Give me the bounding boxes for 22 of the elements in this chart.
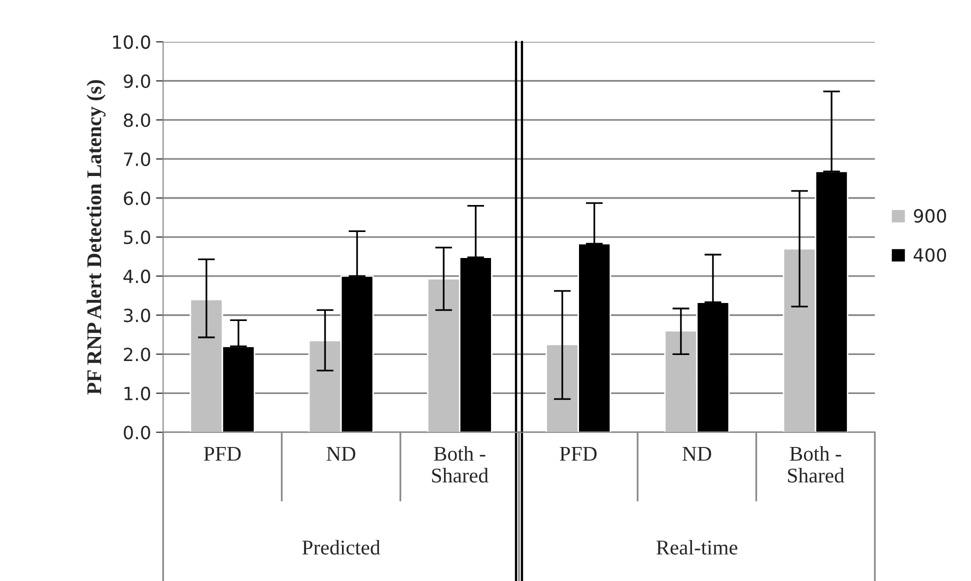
text: Predicted — [302, 540, 380, 555]
y-tick-label: 5.0 — [124, 230, 150, 244]
x-tick-label: PFD — [560, 446, 597, 461]
y-tick-label: 8.0 — [124, 113, 150, 128]
y-tick-label: 10.0 — [113, 35, 150, 49]
y-tick-label: 9.0 — [124, 74, 150, 88]
y-axis-title: PF RNP Alert Detection Latency (s) — [86, 80, 106, 395]
text: Real-time — [656, 540, 738, 555]
x-tick-label: Both - Shared — [788, 446, 844, 483]
y-tick-label: 4.0 — [123, 270, 150, 284]
x-tick-label: Both - Shared — [432, 446, 488, 483]
x-tick-label: ND — [682, 446, 712, 461]
y-tick-label: 7.0 — [124, 152, 150, 166]
y-tick-label: 3.0 — [124, 308, 150, 322]
y-tick-label: 1.0 — [124, 386, 150, 400]
x-tick-label: PFD — [204, 446, 241, 461]
y-tick-label: 0.0 — [124, 426, 150, 440]
y-tick-label: 6.0 — [124, 191, 150, 206]
y-tick-label: 2.0 — [124, 348, 150, 362]
x-tick-label: ND — [326, 446, 356, 461]
legend-label: 900 — [914, 209, 946, 223]
legend-label: 400 — [914, 248, 946, 262]
